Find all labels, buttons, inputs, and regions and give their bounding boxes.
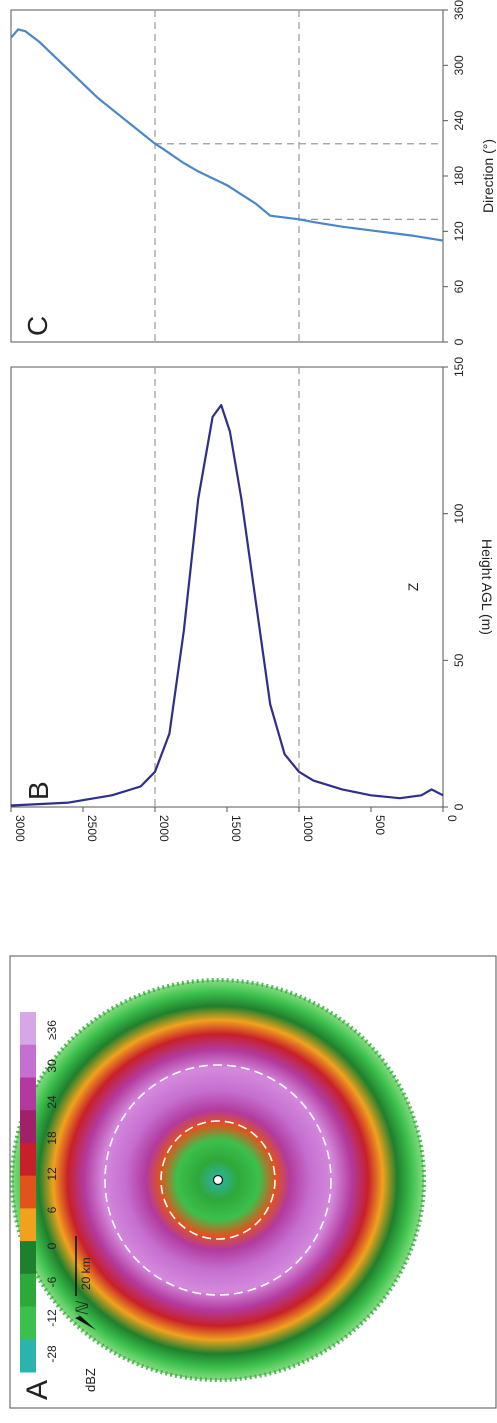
radar-echo	[10, 978, 426, 1382]
direction-axis-tick-label: 360	[452, 0, 466, 20]
direction-axis-tick-label: 180	[452, 166, 466, 186]
profile-panel: B 0 500 1000 1500 2000 2500 3000 0 50 100 150 Hei…	[10, 357, 495, 842]
profile-reference-lines	[154, 367, 300, 807]
z-axis-tick-label: 150	[452, 357, 466, 377]
direction-reference-lines	[154, 10, 443, 342]
radar-site-marker	[212, 1174, 224, 1186]
height-axis-ticks: 0 500 1000 1500 2000 2500 3000	[10, 807, 459, 842]
dbz-legend-tick-label: 12	[45, 1167, 59, 1181]
height-axis-tick-label: 2500	[85, 815, 99, 842]
dbz-legend-ticks: ≥36 30 24 18 12 6 0 -6 -12 -28	[45, 1020, 59, 1363]
scale-bar-label: 20 km	[79, 1257, 93, 1290]
height-axis-tick-label: 2000	[157, 815, 171, 842]
profile-plot-frame	[10, 366, 444, 808]
dbz-legend-tick-label: 30	[45, 1059, 59, 1073]
dbz-legend-tick-label: -12	[45, 1309, 59, 1327]
dbz-legend-tick-label: 6	[45, 1206, 59, 1213]
direction-axis-tick-label: 300	[452, 55, 466, 75]
range-ring-inner	[160, 1120, 276, 1240]
dbz-color-swatch	[20, 1175, 36, 1209]
radar-echo-edge	[10, 978, 426, 1382]
panel-label-b: B	[23, 781, 54, 800]
dbz-legend-tick-label: -6	[45, 1276, 59, 1287]
range-ring-outer	[104, 1064, 332, 1296]
height-axis-tick-label: 0	[445, 815, 459, 822]
dbz-legend-tick-label: 0	[45, 1242, 59, 1249]
panel-label-a: A	[21, 1380, 54, 1400]
dbz-color-swatch	[20, 1012, 36, 1046]
direction-plot-frame	[10, 9, 444, 343]
dbz-legend-tick-label: 18	[45, 1131, 59, 1145]
panel-label-c: C	[22, 316, 53, 336]
direction-axis-ticks: 0 60 120 180 240 300 360	[443, 0, 466, 345]
dbz-color-swatch	[20, 1044, 36, 1078]
direction-axis-tick-label: 0	[452, 338, 466, 345]
dbz-color-legend	[20, 1012, 36, 1373]
z-axis-tick-label: 0	[452, 803, 466, 810]
dbz-color-swatch	[20, 1077, 36, 1111]
reflectivity-profile-line	[10, 404, 444, 807]
direction-panel: C 0 60 120 180 240 300 360 Direction (°)	[10, 0, 496, 345]
height-axis-tick-label: 1000	[301, 815, 315, 842]
dbz-color-swatch	[20, 1241, 36, 1275]
direction-axis-tick-label: 240	[452, 110, 466, 130]
dbz-legend-tick-label: 24	[45, 1095, 59, 1109]
direction-axis-label: Direction (°)	[480, 139, 496, 213]
north-arrow-icon	[75, 1312, 96, 1330]
dbz-legend-tick-label: ≥36	[45, 1020, 59, 1040]
z-axis-tick-label: 50	[452, 653, 466, 667]
z-axis-tick-label: 100	[452, 503, 466, 523]
north-symbol: ℕ	[73, 1300, 92, 1316]
z-axis-label: Z	[405, 582, 421, 591]
dbz-legend-tick-label: -28	[45, 1345, 59, 1363]
dbz-color-swatch	[20, 1142, 36, 1177]
height-axis-tick-label: 500	[373, 815, 387, 835]
radar-panel: A ≥36 30 24 18 12 6 0 -6 -12 -28 dBZ ℕ 20 km	[9, 955, 497, 1409]
height-axis-tick-label: 1500	[229, 815, 243, 842]
direction-profile-line	[10, 28, 444, 242]
dbz-color-swatch	[20, 1339, 36, 1373]
z-axis-ticks: 0 50 100 150	[443, 357, 466, 810]
direction-axis-tick-label: 120	[452, 221, 466, 241]
radar-panel-frame	[9, 955, 497, 1409]
dbz-legend-unit: dBZ	[83, 1368, 98, 1392]
dbz-color-swatch	[20, 1306, 36, 1340]
height-axis-label: Height AGL (m)	[479, 539, 495, 635]
dbz-color-swatch	[20, 1110, 36, 1144]
dbz-color-swatch	[20, 1273, 36, 1307]
dbz-color-swatch	[20, 1208, 36, 1242]
direction-axis-tick-label: 60	[452, 280, 466, 294]
height-axis-tick-label: 3000	[13, 815, 27, 842]
